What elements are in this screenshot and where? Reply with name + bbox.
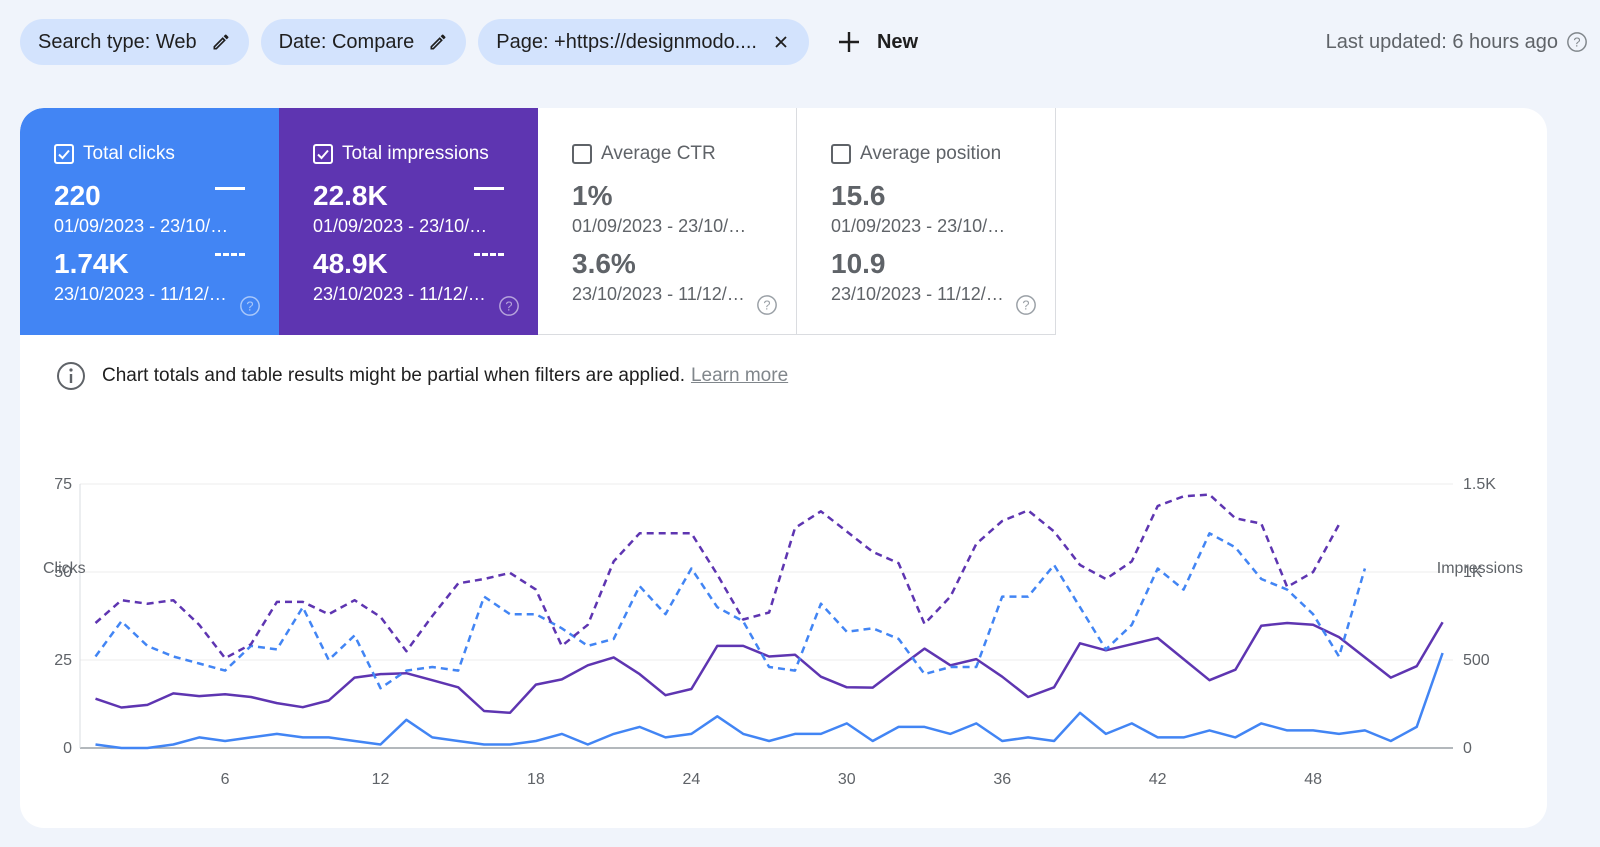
filter-chip-page[interactable]: Page: +https://designmodo....	[478, 19, 809, 65]
filter-chip-label: Date: Compare	[278, 30, 415, 53]
svg-text:?: ?	[246, 299, 253, 314]
last-updated-text: Last updated: 6 hours ago	[1325, 30, 1558, 53]
svg-text:?: ?	[505, 299, 512, 314]
performance-chart: 0 25 50 75 0 500 1K 1.5K 6 12 18 24 30 36 42 48 Clicks …	[20, 443, 1547, 828]
metric-value-current: 220	[54, 180, 101, 211]
y-tick-label-right: 1.5K	[1463, 476, 1496, 493]
solid-line-legend-icon	[215, 187, 245, 190]
help-icon[interactable]: ?	[498, 295, 520, 317]
metric-tabs: Total clicks 220 01/09/2023 - 23/10/… 1.…	[20, 108, 1056, 335]
checkbox-checked-icon[interactable]	[54, 144, 74, 164]
filter-chip-label: Page: +https://designmodo....	[496, 30, 757, 53]
x-tick-label: 42	[1149, 771, 1167, 788]
help-icon[interactable]: ?	[756, 294, 778, 316]
info-icon	[56, 361, 86, 391]
metric-range-previous: 23/10/2023 - 11/12/…	[54, 284, 227, 304]
y-tick-label-left: 75	[54, 476, 72, 493]
y-axis-label-left: Clicks	[43, 560, 86, 577]
checkbox-checked-icon[interactable]	[313, 144, 333, 164]
metric-value-previous: 48.9K	[313, 248, 388, 279]
metric-value-previous: 3.6%	[572, 248, 636, 279]
metric-range-current: 01/09/2023 - 23/10/…	[313, 216, 488, 236]
metric-range-current: 01/09/2023 - 23/10/…	[831, 216, 1006, 236]
y-tick-label-right: 500	[1463, 652, 1490, 669]
pencil-icon[interactable]	[428, 32, 448, 52]
metric-value-current: 22.8K	[313, 180, 388, 211]
y-tick-label-right: 0	[1463, 740, 1472, 757]
metric-label: Average position	[860, 143, 1002, 164]
x-tick-label: 30	[838, 771, 856, 788]
performance-card: Total clicks 220 01/09/2023 - 23/10/… 1.…	[20, 108, 1547, 828]
filter-chip-search-type[interactable]: Search type: Web	[20, 19, 249, 65]
plus-icon	[837, 30, 861, 54]
filter-bar: Search type: Web Date: Compare Page: +ht…	[20, 19, 1588, 65]
new-label: New	[876, 30, 919, 53]
y-tick-label-left: 0	[63, 740, 72, 757]
metric-value-current: 1%	[572, 180, 613, 211]
dashed-line-legend-icon	[215, 253, 245, 256]
metric-value-current: 15.6	[831, 180, 886, 211]
impressions-dashed-series-line	[94, 493, 1341, 660]
x-tick-label: 36	[993, 771, 1011, 788]
svg-text:?: ?	[763, 298, 770, 313]
y-axis-label-right: Impressions	[1437, 560, 1523, 577]
x-tick-label: 6	[221, 771, 230, 788]
x-tick-label: 48	[1304, 771, 1322, 788]
help-icon[interactable]: ?	[239, 295, 261, 317]
filter-chip-label: Search type: Web	[38, 30, 197, 53]
help-icon[interactable]: ?	[1566, 31, 1588, 53]
notice-text: Chart totals and table results might be …	[102, 365, 685, 386]
metric-value-previous: 10.9	[831, 248, 886, 279]
y-tick-label-left: 50	[54, 564, 72, 581]
metric-value-previous: 1.74K	[54, 248, 129, 279]
help-icon[interactable]: ?	[1015, 294, 1037, 316]
metric-card-total-impressions[interactable]: Total impressions 22.8K 01/09/2023 - 23/…	[279, 108, 538, 335]
metric-label: Total impressions	[342, 143, 489, 164]
metric-label: Total clicks	[83, 143, 175, 164]
metric-label: Average CTR	[601, 143, 716, 164]
metric-card-total-clicks[interactable]: Total clicks 220 01/09/2023 - 23/10/… 1.…	[20, 108, 279, 335]
metric-card-average-ctr[interactable]: Average CTR 1% 01/09/2023 - 23/10/… 3.6%…	[538, 108, 797, 335]
last-updated: Last updated: 6 hours ago ?	[1326, 31, 1588, 54]
solid-line-legend-icon	[474, 187, 504, 190]
impressions-solid-series-line	[95, 621, 1444, 715]
partial-results-notice: Chart totals and table results might be …	[56, 361, 788, 391]
x-tick-label: 18	[527, 771, 545, 788]
dashed-line-legend-icon	[474, 253, 504, 256]
y-tick-label-right: 1K	[1463, 564, 1483, 581]
x-tick-label: 24	[682, 771, 700, 788]
metric-range-previous: 23/10/2023 - 11/12/…	[313, 284, 486, 304]
metric-card-average-position[interactable]: Average position 15.6 01/09/2023 - 23/10…	[797, 108, 1056, 335]
new-filter-button[interactable]: New	[837, 30, 918, 54]
close-icon[interactable]	[771, 32, 791, 52]
checkbox-unchecked-icon[interactable]	[572, 144, 592, 164]
svg-text:?: ?	[1022, 298, 1029, 313]
metric-range-current: 01/09/2023 - 23/10/…	[572, 216, 747, 236]
learn-more-link[interactable]: Learn more	[690, 365, 789, 386]
x-tick-label: 12	[372, 771, 390, 788]
metric-range-current: 01/09/2023 - 23/10/…	[54, 216, 229, 236]
metric-range-previous: 23/10/2023 - 11/12/…	[831, 284, 1004, 304]
svg-text:?: ?	[1573, 35, 1580, 50]
y-tick-label-left: 25	[54, 652, 72, 669]
checkbox-unchecked-icon[interactable]	[831, 144, 851, 164]
clicks-dashed-series-line	[94, 532, 1367, 690]
filter-chip-date[interactable]: Date: Compare	[260, 19, 467, 65]
clicks-solid-series-line	[95, 652, 1444, 750]
pencil-icon[interactable]	[211, 32, 231, 52]
metric-range-previous: 23/10/2023 - 11/12/…	[572, 284, 745, 304]
